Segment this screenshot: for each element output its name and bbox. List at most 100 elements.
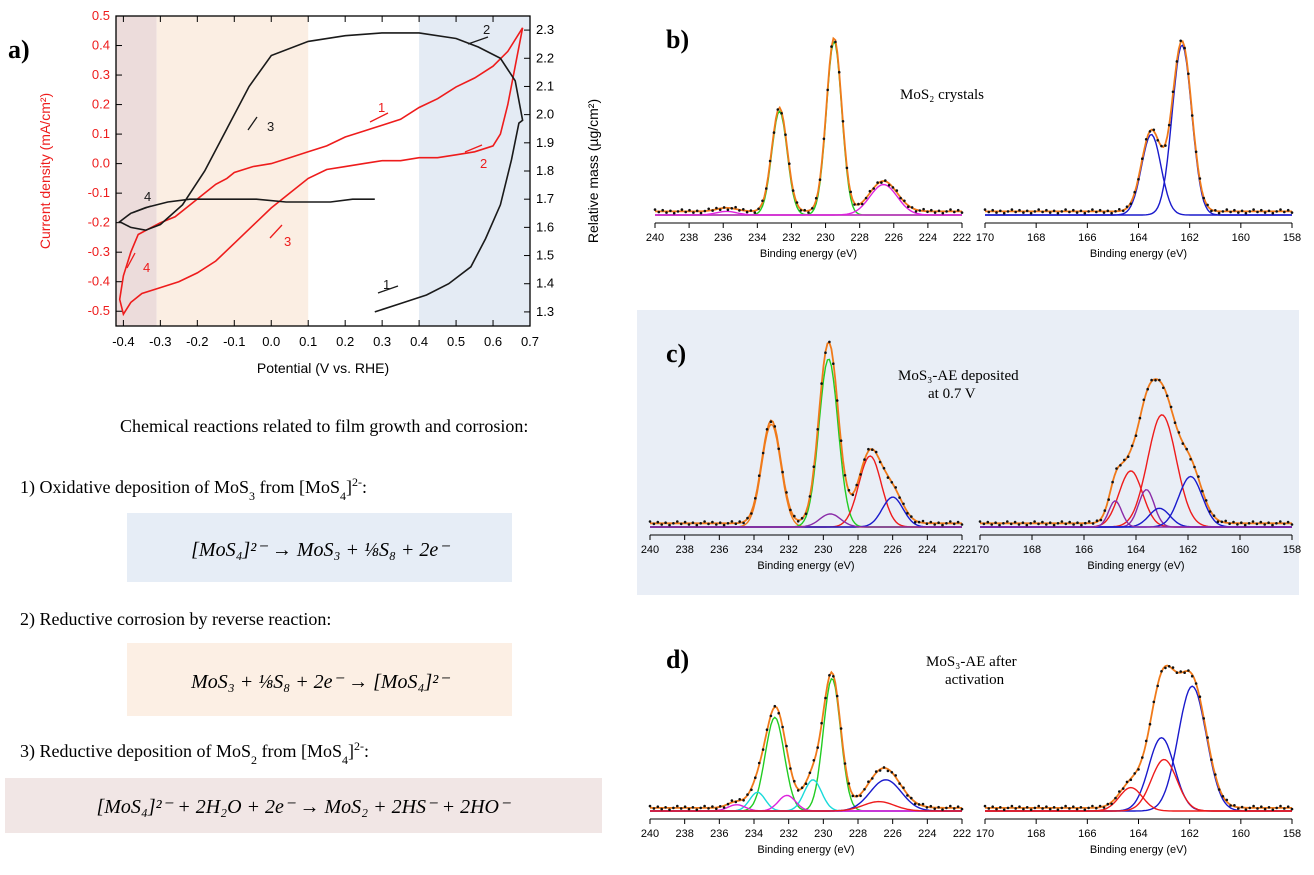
data-point — [998, 523, 1001, 527]
data-point — [1214, 209, 1217, 212]
eq1-box — [127, 513, 512, 582]
data-point — [1114, 796, 1117, 800]
data-point — [1181, 442, 1185, 445]
data-point — [799, 209, 803, 212]
data-point — [664, 521, 667, 524]
data-point — [1154, 379, 1157, 382]
data-point — [1014, 210, 1017, 214]
data-point — [945, 210, 948, 213]
fit-component — [985, 44, 1292, 216]
data-point — [824, 696, 827, 700]
annotation-label: 2 — [483, 22, 490, 37]
x-tick-label: 226 — [885, 232, 903, 244]
data-point — [652, 807, 656, 810]
data-point — [1214, 773, 1217, 776]
panel-d-title-line2: activation — [945, 672, 1005, 688]
data-point — [1193, 465, 1196, 469]
data-point — [793, 779, 796, 783]
data-point — [1142, 398, 1146, 402]
data-point — [1279, 208, 1282, 211]
data-point — [1087, 210, 1090, 213]
fit-component — [655, 40, 962, 216]
y2-tick-label: 1.6 — [536, 219, 554, 234]
data-point — [1256, 807, 1259, 810]
data-point — [1267, 521, 1270, 524]
data-point — [1217, 788, 1221, 791]
data-point — [1083, 211, 1087, 215]
data-point — [1006, 520, 1009, 523]
x-tick-label: 226 — [883, 828, 901, 840]
data-point — [1197, 475, 1200, 478]
data-point — [772, 131, 776, 134]
data-point — [1236, 523, 1239, 526]
data-point — [1229, 210, 1232, 214]
data-point — [991, 805, 994, 808]
x-tick-label: 158 — [1283, 232, 1301, 244]
data-point — [1286, 208, 1290, 212]
data-point — [718, 521, 722, 524]
data-point — [863, 788, 866, 791]
data-point — [1290, 211, 1294, 214]
data-point — [742, 208, 745, 211]
data-point — [780, 112, 783, 115]
x-tick-label: 160 — [1232, 232, 1250, 244]
x-axis-label: Binding energy (eV) — [1090, 844, 1187, 856]
data-point — [983, 208, 987, 211]
y-tick-label: 0.4 — [92, 38, 110, 53]
data-point — [1210, 758, 1213, 761]
data-point — [1228, 522, 1231, 525]
data-point — [1183, 671, 1186, 674]
x-tick-label: 0.3 — [373, 334, 391, 349]
data-point — [1091, 804, 1094, 808]
data-point — [1123, 458, 1126, 462]
data-point — [730, 520, 734, 523]
data-point — [953, 210, 956, 214]
xps-panel-b: 240 238 236 234 232 230 228 226 224 222 Binding en… — [646, 36, 1301, 260]
equation-3: [MoS₄]²⁻ + 2H₂O + 2e⁻ → MoS₂ + 2HS⁻ + 2H… — [96, 796, 510, 818]
data-point — [1033, 806, 1037, 810]
data-point — [1126, 455, 1130, 459]
data-point — [1052, 806, 1056, 809]
annotation-arrow — [464, 144, 483, 153]
data-point — [1010, 208, 1014, 211]
data-point — [707, 807, 710, 810]
x-tick-label: 222 — [953, 544, 971, 556]
x-tick-label: 234 — [748, 232, 766, 244]
y-tick-label: 0.3 — [92, 67, 110, 82]
x-tick-label: 234 — [745, 544, 763, 556]
x-tick-label: 170 — [976, 828, 994, 840]
x-tick-label: 160 — [1232, 828, 1250, 840]
data-point — [1251, 520, 1255, 523]
data-point — [902, 786, 905, 789]
data-point — [722, 206, 726, 209]
data-point — [789, 508, 792, 512]
data-point — [1010, 804, 1014, 808]
data-point — [726, 208, 730, 211]
data-point — [768, 159, 772, 163]
data-point — [707, 522, 710, 526]
annotation-arrow — [467, 36, 489, 45]
data-point — [832, 362, 835, 366]
data-point — [882, 766, 886, 769]
data-point — [660, 807, 663, 811]
data-point — [1244, 808, 1248, 811]
reaction-2-label: 2) Reductive corrosion by reverse reacti… — [20, 609, 331, 630]
data-point — [1103, 509, 1107, 512]
data-point — [1271, 211, 1275, 215]
data-point — [703, 520, 706, 523]
data-point — [684, 210, 687, 214]
data-point — [715, 523, 718, 526]
x-tick-label: 222 — [953, 828, 971, 840]
data-point — [859, 794, 862, 798]
data-point — [1144, 739, 1148, 743]
xps-panel-c: 240 238 236 234 232 230 228 226 224 222 Binding en… — [641, 340, 1301, 572]
data-point — [781, 470, 784, 474]
data-point — [890, 771, 894, 774]
x-tick-label: 236 — [714, 232, 732, 244]
data-point — [668, 808, 671, 811]
data-point — [738, 520, 741, 523]
data-point — [668, 523, 671, 527]
x-tick-label: -0.2 — [186, 334, 208, 349]
panel-letter-a: a) — [8, 35, 30, 64]
panel-d-title-line1: MoS₃-AE after — [926, 654, 1017, 670]
